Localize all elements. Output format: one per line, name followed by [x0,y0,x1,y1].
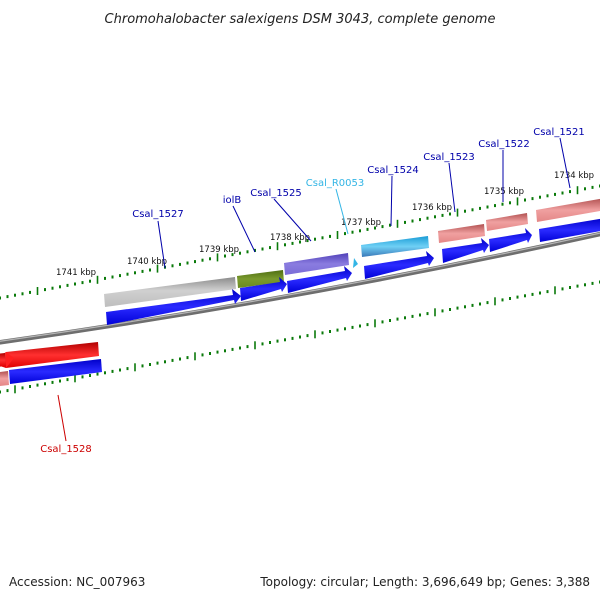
outer-tick-row [0,184,600,300]
leader-csal-r0053 [335,188,349,235]
gene-label-csal-r0053[interactable]: Csal_R0053 [306,178,365,189]
cds-arrow[interactable] [364,251,434,279]
gene-label-csal-1527[interactable]: Csal_1527 [132,209,184,220]
tick-label: 1734 kbp [554,171,594,181]
cds-arrow[interactable] [287,266,352,293]
genome-backbone-highlight [0,232,600,342]
leader-csal-1528 [57,394,67,442]
gene-label-csal-1523[interactable]: Csal_1523 [423,152,475,163]
gene-label-iolb[interactable]: iolB [223,195,242,206]
cds-arrow[interactable] [489,228,532,252]
label-leaders [57,137,571,442]
cds-arrow[interactable] [0,353,6,367]
cds-arrow[interactable] [539,218,600,242]
leader-csal-1521 [559,137,571,189]
feature-csal-1522[interactable] [486,213,528,231]
feature-csal-1525[interactable] [284,253,349,275]
scale-labels: 1741 kbp 1740 kbp 1739 kbp 1738 kbp 1737… [56,171,594,278]
feature-csal-1523[interactable] [438,224,485,243]
cds-track-upper [106,218,600,325]
feature-csal-r0053[interactable] [353,258,358,268]
leader-csal-1527 [157,220,166,269]
cds-arrow[interactable] [240,277,287,301]
gene-label-csal-1525[interactable]: Csal_1525 [250,188,302,199]
tick-label: 1738 kbp [270,233,310,243]
accession-text: Accession: NC_007963 [9,575,145,589]
genome-summary-text: Topology: circular; Length: 3,696,649 bp… [259,575,590,589]
inner-tick-row [0,280,600,394]
cds-arrow[interactable] [9,359,102,384]
feature-csal-1524[interactable] [361,236,429,257]
genome-backbone [0,231,600,345]
gene-label-csal-1522[interactable]: Csal_1522 [478,139,530,150]
feature-csal-1521[interactable] [536,198,600,222]
cds-arrow[interactable] [442,238,489,263]
tick-label: 1740 kbp [127,257,167,267]
cds-arrow[interactable] [106,289,241,325]
tick-label: 1736 kbp [412,203,452,213]
tick-label: 1741 kbp [56,268,96,278]
leader-iolb [232,205,256,253]
leader-csal-1525 [273,198,312,242]
leader-csal-1524 [390,175,393,227]
leader-csal-1523 [448,162,456,213]
feature-csal-1528[interactable] [0,342,99,386]
map-title: Chromohalobacter salexigens DSM 3043, co… [105,12,496,27]
tick-label: 1735 kbp [484,187,524,197]
tick-label: 1737 kbp [341,218,381,228]
gene-labels: Csal_1527 iolB Csal_1525 Csal_R0053 Csal… [40,127,585,455]
gene-label-csal-1524[interactable]: Csal_1524 [367,165,419,176]
gene-label-csal-1528[interactable]: Csal_1528 [40,444,92,455]
cds-track-lower [0,353,102,384]
tick-label: 1739 kbp [199,245,239,255]
feature-csal-1527[interactable] [104,277,236,307]
gene-label-csal-1521[interactable]: Csal_1521 [533,127,585,138]
